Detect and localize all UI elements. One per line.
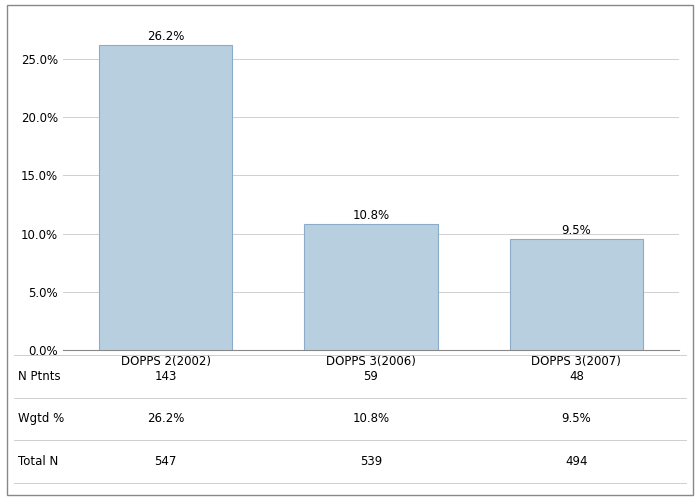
Text: 143: 143 bbox=[155, 370, 177, 383]
Bar bbox=[304, 224, 438, 350]
Text: 539: 539 bbox=[360, 455, 382, 468]
Text: 26.2%: 26.2% bbox=[147, 30, 184, 43]
Text: 9.5%: 9.5% bbox=[561, 224, 591, 237]
Bar bbox=[510, 240, 643, 350]
Text: 10.8%: 10.8% bbox=[352, 412, 390, 425]
Text: 494: 494 bbox=[565, 455, 587, 468]
Text: 26.2%: 26.2% bbox=[147, 412, 184, 425]
Text: Wgtd %: Wgtd % bbox=[18, 412, 64, 425]
Text: Total N: Total N bbox=[18, 455, 57, 468]
Text: 10.8%: 10.8% bbox=[352, 209, 390, 222]
Text: 547: 547 bbox=[155, 455, 177, 468]
Text: 48: 48 bbox=[569, 370, 584, 383]
Text: 59: 59 bbox=[363, 370, 379, 383]
Bar bbox=[99, 45, 232, 350]
Text: N Ptnts: N Ptnts bbox=[18, 370, 60, 383]
Text: 9.5%: 9.5% bbox=[561, 412, 591, 425]
